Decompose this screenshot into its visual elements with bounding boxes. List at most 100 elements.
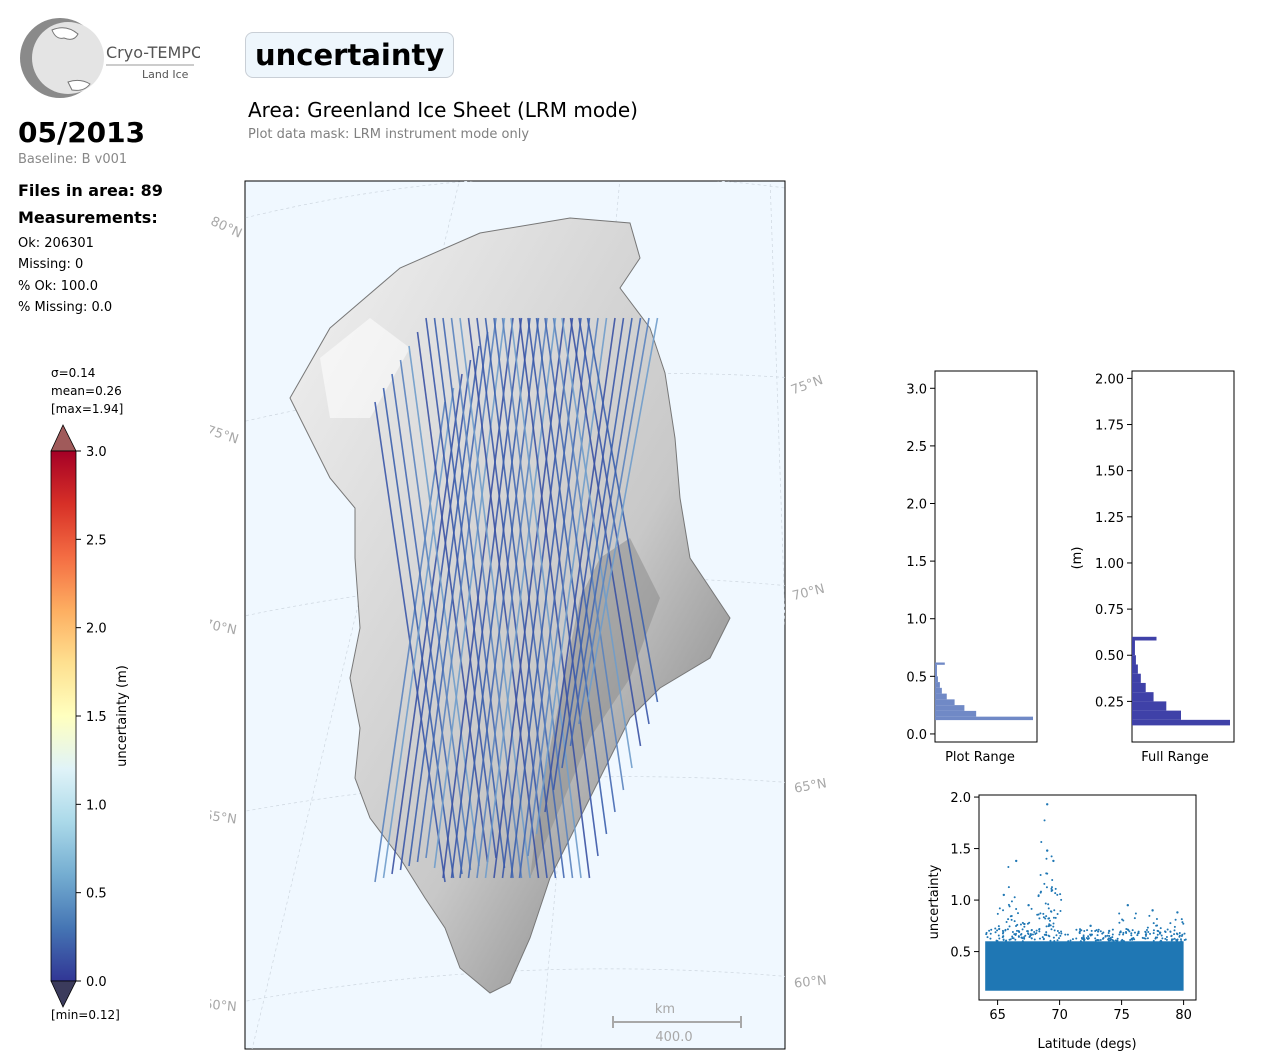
scatter-point xyxy=(1108,929,1111,933)
scatter-point xyxy=(1079,928,1082,931)
ground-track xyxy=(578,317,650,725)
scatter-point xyxy=(1033,930,1036,933)
scatter-point xyxy=(1027,933,1030,936)
scatter-point xyxy=(1097,930,1100,933)
scatter-point xyxy=(1144,933,1147,936)
scatter-point xyxy=(1134,912,1137,915)
scatter-point xyxy=(1148,914,1151,917)
scatter-point xyxy=(1155,924,1158,927)
scatter-point xyxy=(1038,937,1041,940)
scatter-point xyxy=(1021,928,1024,931)
scatter-point xyxy=(1173,937,1176,940)
scatter-point xyxy=(1158,931,1161,934)
scatter-point xyxy=(1002,931,1005,934)
scatter-point xyxy=(1180,940,1183,943)
scatter-point xyxy=(1045,934,1048,937)
ground-track xyxy=(374,401,446,883)
ground-track xyxy=(459,317,531,879)
scatter-point xyxy=(1056,893,1059,896)
scatter-point xyxy=(1045,872,1048,875)
scatter-point xyxy=(1126,904,1129,907)
scatter-point xyxy=(1049,910,1052,913)
scatter-point xyxy=(1111,928,1114,931)
scatter-point xyxy=(1046,849,1049,852)
ground-track xyxy=(484,317,557,879)
scatter-point xyxy=(1041,936,1044,939)
scatter-point xyxy=(1038,930,1041,933)
scatter-point xyxy=(1004,928,1007,931)
scatter-point xyxy=(1010,900,1013,903)
stat-pct-missing: % Missing: 0.0 xyxy=(18,300,113,315)
scatter-point xyxy=(1050,887,1053,890)
scatter-point xyxy=(988,929,991,932)
scatter-point xyxy=(1008,925,1011,928)
scatter-point xyxy=(1096,934,1099,937)
scatter-point xyxy=(1170,934,1173,937)
scatter-point xyxy=(1147,931,1150,934)
scatter-point xyxy=(1011,930,1014,933)
scatter-point xyxy=(1180,918,1183,921)
scatter-point xyxy=(1109,937,1112,940)
scatter-point xyxy=(1161,937,1164,940)
scatter-point xyxy=(1090,929,1093,932)
scatter-point xyxy=(994,927,997,930)
scatter-point xyxy=(1094,937,1097,940)
scatter-point xyxy=(1085,937,1088,940)
hist-y-tick-label: 2.00 xyxy=(1095,372,1124,387)
scatter-point xyxy=(1119,931,1122,934)
scatter-point xyxy=(1178,931,1181,934)
scatter-point xyxy=(1005,920,1008,923)
scatter-point xyxy=(1118,921,1121,924)
scatter-point xyxy=(1031,933,1034,936)
hist1-xlabel: Plot Range xyxy=(945,750,1015,765)
histogram-bar xyxy=(1132,640,1135,656)
scatter-point xyxy=(1086,929,1089,932)
scatter-point xyxy=(1027,904,1030,907)
scatter-point xyxy=(1055,934,1058,937)
scatter-point xyxy=(1026,930,1029,933)
scatter-point xyxy=(1056,913,1059,916)
scatter-point xyxy=(1125,927,1128,930)
scatter-point xyxy=(1010,918,1013,921)
scatter-point xyxy=(1043,882,1046,885)
ground-track xyxy=(501,317,574,879)
scatter-point xyxy=(1118,933,1121,936)
scatter-point xyxy=(1023,925,1026,928)
scatter-point xyxy=(1173,929,1176,932)
scatter-point xyxy=(996,929,999,932)
hist-y-tick-label: 2.5 xyxy=(906,440,927,455)
scatter-point xyxy=(1174,918,1177,921)
histogram-bar xyxy=(935,710,977,717)
colorbar-mean: mean=0.26 xyxy=(51,384,122,398)
scatter-point xyxy=(1069,939,1072,942)
scatter-point xyxy=(1122,933,1125,936)
scatter-point xyxy=(986,936,989,939)
scatter-point xyxy=(1164,930,1167,933)
scatter-point xyxy=(1082,934,1085,937)
scatter-point xyxy=(1047,934,1050,937)
mask-note: Plot data mask: LRM instrument mode only xyxy=(248,127,530,142)
cryo-tempo-logo: Cryo-TEMPO Land Ice xyxy=(20,18,200,98)
scatter-point xyxy=(1176,911,1179,914)
colorbar-max: [max=1.94] xyxy=(51,402,124,416)
scatter-point xyxy=(1102,931,1105,934)
area-title: Area: Greenland Ice Sheet (LRM mode) xyxy=(248,98,638,122)
measurements-title: Measurements: xyxy=(18,208,158,227)
scatter-point xyxy=(1122,919,1125,922)
scatter-point xyxy=(1002,893,1005,897)
scatter-point xyxy=(1107,938,1110,941)
lat-label-70-left: 70°N xyxy=(210,617,238,638)
scatter-point xyxy=(1183,932,1186,935)
scatter-point xyxy=(1152,932,1155,935)
scatter-point xyxy=(1114,939,1117,942)
scatter-x-tick-label: 80 xyxy=(1175,1008,1192,1023)
scatter-point xyxy=(1067,940,1070,943)
scatter-point xyxy=(1104,935,1107,938)
colorbar-tick-label: 0.0 xyxy=(86,975,107,990)
scalebar-unit: km xyxy=(655,1002,675,1017)
scatter-point xyxy=(1035,929,1038,932)
ground-track xyxy=(527,317,599,857)
scatter-point xyxy=(1125,931,1128,934)
scatter-point xyxy=(1023,936,1026,939)
lat-label-65-right: 65°N xyxy=(793,776,828,796)
